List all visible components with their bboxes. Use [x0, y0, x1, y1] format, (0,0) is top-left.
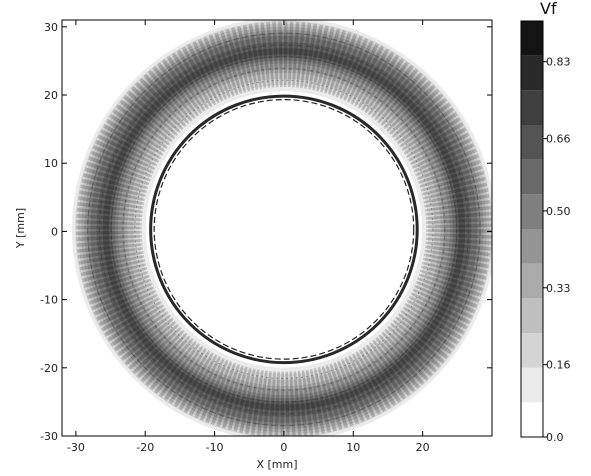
colorbar-tick-label: 0.66 [546, 133, 571, 146]
colorbar-tick-label: 0.50 [546, 205, 571, 218]
colorbar-tick-label: 0.83 [546, 56, 571, 69]
inner-void [152, 97, 416, 362]
plot-frame [61, 19, 493, 437]
colorbar-tick-label: 0.16 [546, 359, 571, 372]
texture-ripple [134, 79, 434, 380]
contour-texture [76, 21, 492, 436]
colorbar: 0.0 0.16 0.33 0.50 0.66 0.83 [520, 20, 571, 444]
colorbar-level [521, 229, 543, 264]
colorbar-level [521, 367, 543, 403]
inner-ring-edge [149, 94, 419, 365]
x-tick-label: -30 [67, 441, 85, 454]
colorbar-level [521, 159, 543, 195]
colorbar-tick-label: 0.33 [546, 282, 571, 295]
texture-ripple [98, 44, 470, 415]
texture-ripple [122, 67, 446, 391]
texture-ripple [87, 32, 481, 427]
colorbar-level [521, 194, 543, 229]
y-tick-label: -30 [40, 430, 58, 443]
x-axis-ticks: -30 -20 -10 0 10 20 [67, 20, 430, 454]
colorbar-level [521, 333, 543, 368]
x-axis-label: X [mm] [256, 458, 297, 471]
colorbar-level [521, 90, 543, 125]
contour-field [69, 20, 492, 436]
y-tick-label: 10 [44, 157, 58, 170]
colorbar-level [521, 263, 543, 299]
x-tick-label: -10 [206, 441, 224, 454]
colorbar-frame [520, 20, 544, 438]
colorbar-level [521, 298, 543, 333]
y-axis-ticks: -30 -20 -10 0 10 20 30 [40, 21, 492, 443]
x-tick-label: -20 [136, 441, 154, 454]
x-tick-label: 20 [416, 441, 430, 454]
colorbar-level [521, 55, 543, 91]
y-axis-label: Y [mm] [14, 208, 27, 249]
y-tick-label: -10 [40, 294, 58, 307]
colorbar-level [521, 402, 543, 437]
y-tick-label: 0 [51, 225, 58, 238]
colorbar-level [521, 21, 543, 56]
x-tick-label: 10 [346, 441, 360, 454]
colorbar-tick-label: 0.0 [546, 431, 564, 444]
texture-ripple [110, 56, 458, 403]
x-tick-label: 0 [280, 441, 287, 454]
y-tick-label: -20 [40, 362, 58, 375]
y-tick-label: 20 [44, 89, 58, 102]
plot-area [62, 20, 492, 436]
colorbar-title: Vf [540, 0, 557, 18]
inner-ring-line [153, 98, 415, 360]
colorbar-level [521, 125, 543, 160]
y-tick-label: 30 [44, 21, 58, 34]
